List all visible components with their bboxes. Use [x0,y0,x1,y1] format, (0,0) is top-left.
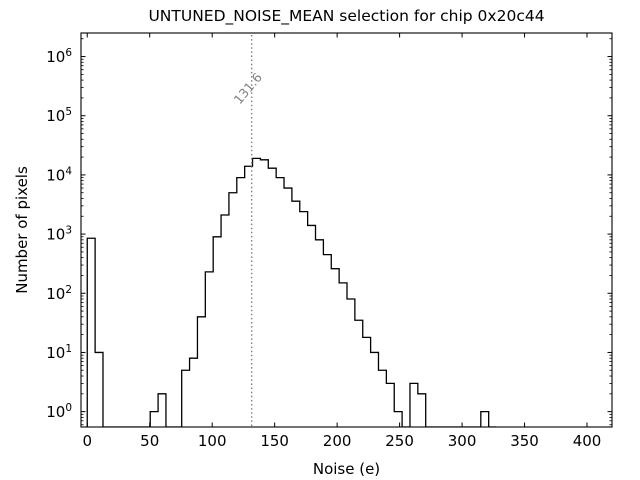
y-tick-label-10^1: 101 [46,343,72,362]
x-tick-label-400: 400 [573,432,602,450]
x-tick-label-250: 250 [385,432,414,450]
y-tick-label-10^6: 106 [46,47,72,66]
x-tick-label-200: 200 [323,432,352,450]
x-tick-label-50: 50 [140,432,159,450]
histogram-outline [86,157,497,427]
y-tick-label-10^3: 103 [46,225,72,244]
y-tick-label-10^2: 102 [46,284,72,303]
y-tick-label-10^5: 105 [46,106,72,125]
x-tick-label-100: 100 [198,432,227,450]
y-axis-title: Number of pixels [13,166,31,294]
annotation-value-label: 131.6 [231,70,266,107]
x-tick-label-300: 300 [448,432,477,450]
x-tick-label-150: 150 [260,432,289,450]
x-axis-title: Noise (e) [313,460,380,478]
y-tick-label-10^0: 100 [46,402,72,421]
axes-frame [80,32,613,428]
y-tick-label-10^4: 104 [46,165,72,184]
page-title: UNTUNED_NOISE_MEAN selection for chip 0x… [148,7,544,26]
x-tick-label-0: 0 [82,432,92,450]
x-tick-label-350: 350 [510,432,539,450]
